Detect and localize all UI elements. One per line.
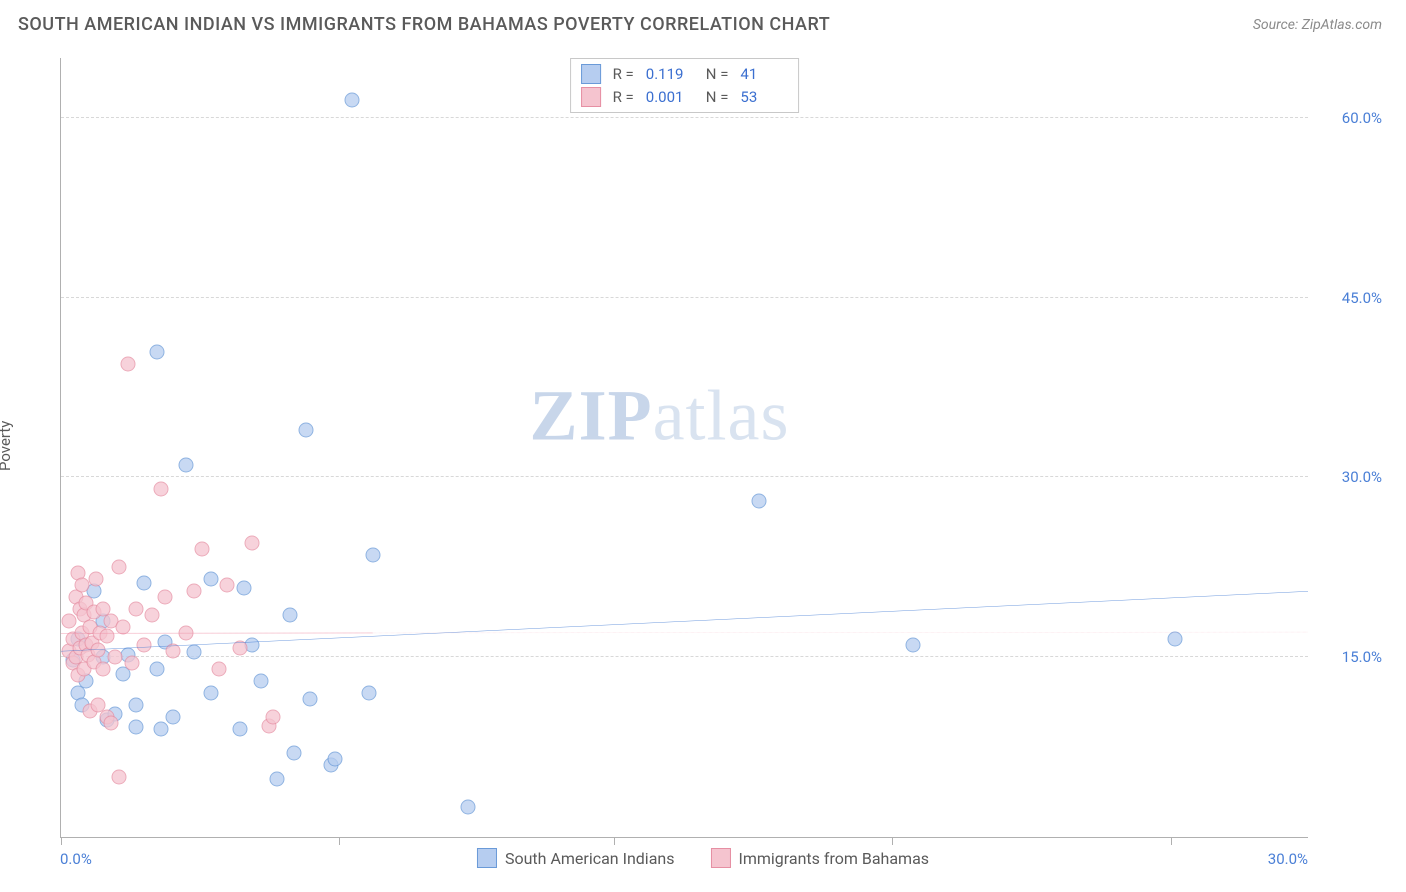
gridline xyxy=(61,297,1308,298)
scatter-point xyxy=(153,482,168,497)
x-tick xyxy=(1171,837,1172,845)
scatter-point xyxy=(195,542,210,557)
scatter-point xyxy=(1167,632,1182,647)
scatter-point xyxy=(365,548,380,563)
scatter-point xyxy=(303,692,318,707)
scatter-point xyxy=(89,572,104,587)
stat-n-value: 41 xyxy=(740,63,788,86)
legend-item: South American Indians xyxy=(477,848,675,868)
scatter-point xyxy=(203,572,218,587)
legend-swatch xyxy=(581,64,601,84)
scatter-point xyxy=(328,752,343,767)
legend-stats-row: R = 0.119 N = 41 xyxy=(581,63,789,86)
stat-n-value: 53 xyxy=(740,86,788,109)
scatter-point xyxy=(187,645,202,660)
legend-item: Immigrants from Bahamas xyxy=(710,848,929,868)
scatter-point xyxy=(299,422,314,437)
scatter-point xyxy=(128,719,143,734)
scatter-point xyxy=(91,643,106,658)
scatter-point xyxy=(236,580,251,595)
stat-r-value: 0.119 xyxy=(646,63,694,86)
x-axis-max-label: 30.0% xyxy=(1268,850,1308,868)
legend-stats-row: R = 0.001 N = 53 xyxy=(581,86,789,109)
scatter-point xyxy=(153,722,168,737)
scatter-point xyxy=(112,770,127,785)
scatter-point xyxy=(157,590,172,605)
scatter-point xyxy=(270,772,285,787)
scatter-point xyxy=(906,638,921,653)
scatter-point xyxy=(211,662,226,677)
scatter-point xyxy=(166,644,181,659)
scatter-point xyxy=(95,662,110,677)
trend-lines xyxy=(61,58,1308,837)
scatter-point xyxy=(265,710,280,725)
stat-label: R = xyxy=(613,63,634,86)
scatter-point xyxy=(286,746,301,761)
scatter-point xyxy=(187,584,202,599)
scatter-point xyxy=(203,686,218,701)
gridline xyxy=(61,476,1308,477)
trend-line xyxy=(61,632,1308,633)
chart-source: Source: ZipAtlas.com xyxy=(1253,17,1382,33)
y-tick-label: 15.0% xyxy=(1342,648,1382,666)
x-axis-min-label: 0.0% xyxy=(60,850,92,868)
scatter-point xyxy=(120,356,135,371)
scatter-point xyxy=(232,722,247,737)
scatter-point xyxy=(145,608,160,623)
legend-swatch xyxy=(581,87,601,107)
scatter-point xyxy=(103,716,118,731)
stat-label: R = xyxy=(613,86,634,109)
stat-label: N = xyxy=(706,86,729,109)
scatter-point xyxy=(166,710,181,725)
scatter-point xyxy=(220,578,235,593)
scatter-point xyxy=(149,662,164,677)
chart-container: Poverty ZIPatlas R =0.119N =41R =0.001N … xyxy=(18,50,1388,874)
y-tick-label: 45.0% xyxy=(1342,289,1382,307)
scatter-point xyxy=(137,638,152,653)
x-tick xyxy=(892,837,893,845)
scatter-point xyxy=(344,92,359,107)
stat-r-value: 0.001 xyxy=(646,86,694,109)
scatter-point xyxy=(178,626,193,641)
scatter-point xyxy=(99,628,114,643)
chart-title: SOUTH AMERICAN INDIAN VS IMMIGRANTS FROM… xyxy=(18,14,830,35)
scatter-point xyxy=(112,560,127,575)
scatter-point xyxy=(282,608,297,623)
watermark: ZIPatlas xyxy=(530,375,790,458)
scatter-point xyxy=(149,344,164,359)
y-tick-label: 30.0% xyxy=(1342,468,1382,486)
chart-header: SOUTH AMERICAN INDIAN VS IMMIGRANTS FROM… xyxy=(0,0,1406,45)
stat-label: N = xyxy=(706,63,729,86)
gridline xyxy=(61,117,1308,118)
scatter-point xyxy=(361,686,376,701)
scatter-point xyxy=(116,620,131,635)
y-tick-label: 60.0% xyxy=(1342,109,1382,127)
scatter-point xyxy=(245,536,260,551)
scatter-point xyxy=(128,698,143,713)
scatter-point xyxy=(232,640,247,655)
legend-stats-box: R = 0.119 N = 41 R = 0.001 N = 53 xyxy=(570,58,800,113)
scatter-point xyxy=(62,614,77,629)
scatter-point xyxy=(137,575,152,590)
plot-area: ZIPatlas R =0.119N =41R =0.001N =53 15.0… xyxy=(60,58,1308,838)
scatter-point xyxy=(124,656,139,671)
scatter-point xyxy=(74,578,89,593)
scatter-point xyxy=(752,494,767,509)
scatter-point xyxy=(108,650,123,665)
y-axis-label: Poverty xyxy=(0,421,14,471)
legend-swatch xyxy=(710,848,730,868)
legend-label: South American Indians xyxy=(505,849,675,868)
x-tick xyxy=(61,837,62,845)
scatter-point xyxy=(128,602,143,617)
legend-bottom: South American Indians Immigrants from Ba… xyxy=(477,848,929,868)
scatter-point xyxy=(178,458,193,473)
x-tick xyxy=(339,837,340,845)
legend-swatch xyxy=(477,848,497,868)
scatter-point xyxy=(253,674,268,689)
scatter-point xyxy=(461,800,476,815)
x-tick xyxy=(614,837,615,845)
legend-label: Immigrants from Bahamas xyxy=(738,849,929,868)
gridline xyxy=(61,656,1308,657)
